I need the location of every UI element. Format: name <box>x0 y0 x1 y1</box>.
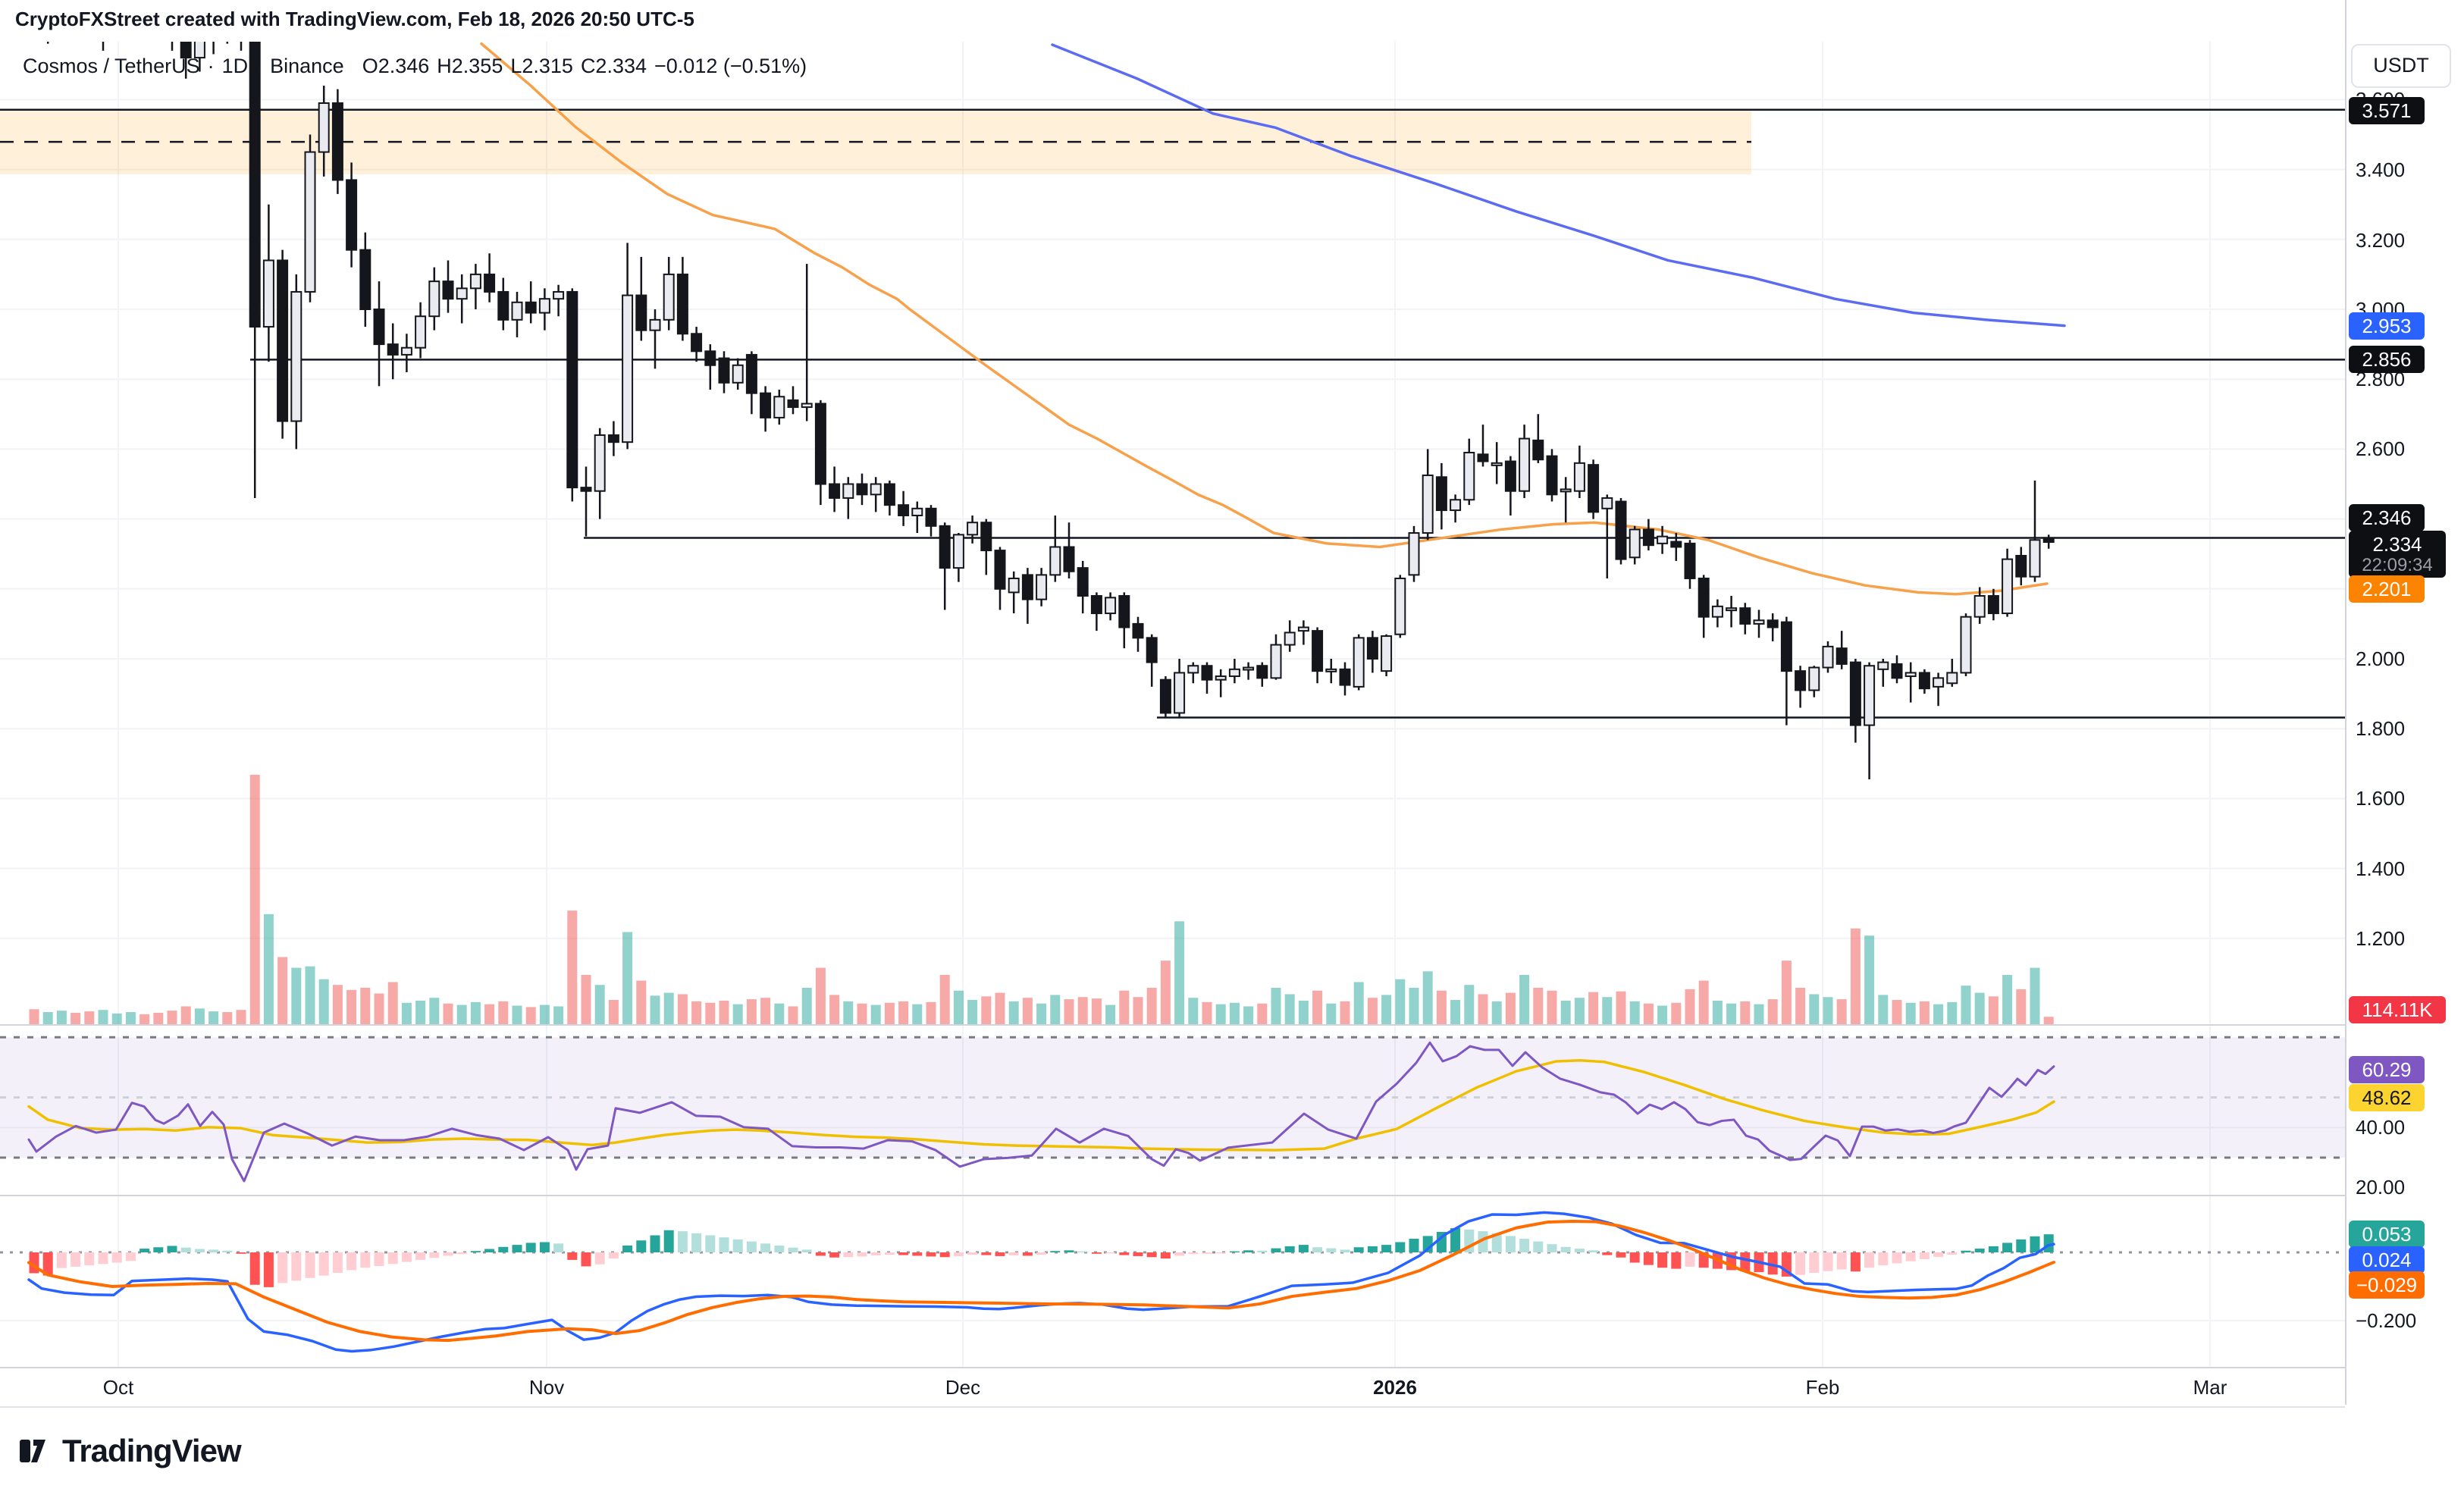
price-badge-114.11K: 114.11K <box>2349 996 2446 1023</box>
symbol-legend: Cosmos / TetherUS · 1D · Binance O2.346 H2.355… <box>23 55 814 78</box>
time-axis-label-Dec: Dec <box>945 1376 981 1399</box>
legend-separator: · <box>207 55 215 77</box>
price-axis-tick: 1.600 <box>2356 787 2406 810</box>
price-badge-60.29: 60.29 <box>2349 1056 2425 1083</box>
tradingview-logo[interactable]: TradingView <box>18 1433 242 1469</box>
moving-averages <box>480 42 2066 596</box>
price-axis-tick: 1.400 <box>2356 857 2406 880</box>
open-value: O2.346 <box>362 55 430 77</box>
price-axis-tick: 2.600 <box>2356 437 2406 460</box>
tradingview-logo-icon <box>20 1440 45 1462</box>
bar-countdown: 22:09:34 <box>2362 555 2433 575</box>
time-axis-label-Feb: Feb <box>1805 1376 1840 1399</box>
price-axis-tick: 1.200 <box>2356 927 2406 950</box>
price-axis-tick: 20.00 <box>2356 1176 2406 1199</box>
time-axis-label-Nov: Nov <box>528 1376 565 1399</box>
price-badge-48.62: 48.62 <box>2349 1084 2425 1111</box>
price-axis-tick: 3.400 <box>2356 158 2406 181</box>
price-badge-−0.029: −0.029 <box>2349 1271 2425 1299</box>
change-value: −0.012 (−0.51%) <box>654 55 807 77</box>
interval-label[interactable]: 1D <box>221 55 249 77</box>
exchange-label[interactable]: Binance <box>270 55 344 77</box>
price-axis-tick: 1.800 <box>2356 717 2406 740</box>
currency-toggle-button[interactable]: USDT <box>2351 44 2451 88</box>
time-axis-label-Mar: Mar <box>2193 1376 2227 1399</box>
price-badge-3.571: 3.571 <box>2349 97 2425 124</box>
price-badge-0.053: 0.053 <box>2349 1221 2425 1248</box>
credit-header: CryptoFXStreet created with TradingView.… <box>15 8 694 30</box>
price-badge-0.024: 0.024 <box>2349 1246 2425 1274</box>
price-axis-tick: 40.00 <box>2356 1116 2406 1139</box>
close-value: C2.334 <box>580 55 647 77</box>
time-axis[interactable]: Oct Nov Dec 2026 Feb Mar <box>0 1367 2345 1408</box>
price-axis[interactable]: USDT 3.6003.4003.2003.0002.8002.6002.000… <box>2345 0 2464 1405</box>
price-badge-2.856: 2.856 <box>2349 346 2425 373</box>
legend-separator: · <box>255 55 263 77</box>
gridlines <box>0 42 2345 1367</box>
price-badge-2.953: 2.953 <box>2349 312 2425 340</box>
price-badge-2.201: 2.201 <box>2349 575 2425 603</box>
candlesticks[interactable] <box>30 0 2055 780</box>
price-axis-tick: 3.200 <box>2356 229 2406 252</box>
time-axis-label-2026: 2026 <box>1373 1376 1417 1399</box>
supply-zone <box>0 109 1751 175</box>
high-value: H2.355 <box>437 55 503 77</box>
horizontal-level-lines[interactable] <box>0 108 2345 719</box>
price-axis-tick: −0.200 <box>2356 1309 2417 1332</box>
price-badge-2.346: 2.346 <box>2349 504 2425 531</box>
symbol-name[interactable]: Cosmos / TetherUS <box>23 55 200 77</box>
time-axis-label-Oct: Oct <box>102 1376 134 1399</box>
tradingview-logo-text: TradingView <box>62 1433 242 1468</box>
low-value: L2.315 <box>510 55 573 77</box>
macd-pane <box>0 1211 2345 1353</box>
rsi-pane <box>0 1036 2345 1183</box>
price-badge-2.334: 2.334 22:09:34 <box>2349 531 2446 578</box>
price-axis-tick: 2.000 <box>2356 647 2406 670</box>
volume-bars <box>29 775 2054 1025</box>
